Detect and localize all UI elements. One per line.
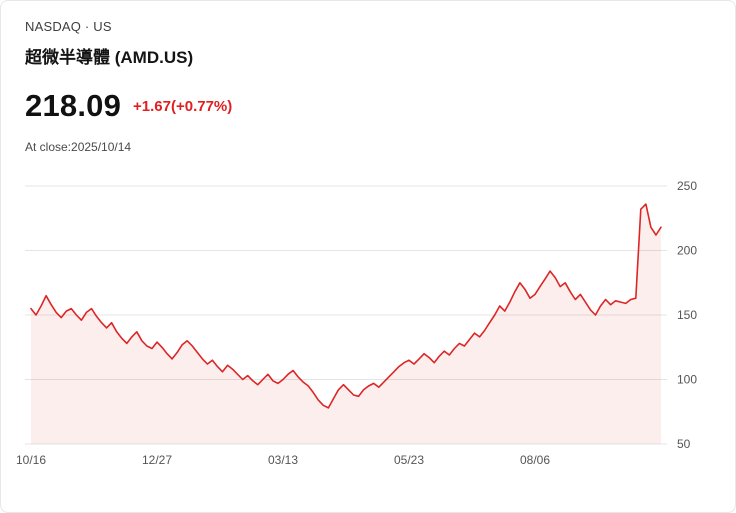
svg-text:100: 100 xyxy=(677,373,697,387)
svg-text:250: 250 xyxy=(677,179,697,193)
svg-text:08/06: 08/06 xyxy=(520,453,550,467)
quote-header: NASDAQ · US 超微半導體 (AMD.US) 218.09 +1.67(… xyxy=(1,1,735,154)
price-change: +1.67(+0.77%) xyxy=(133,97,233,115)
stock-title: 超微半導體 (AMD.US) xyxy=(25,48,194,67)
as-of-timestamp: At close:2025/10/14 xyxy=(25,140,132,154)
svg-text:150: 150 xyxy=(677,308,697,322)
svg-text:12/27: 12/27 xyxy=(142,453,172,467)
exchange-label: NASDAQ · US xyxy=(25,19,112,34)
current-price: 218.09 xyxy=(25,88,122,123)
svg-text:10/16: 10/16 xyxy=(16,453,46,467)
svg-text:200: 200 xyxy=(677,244,697,258)
price-row: 218.09 +1.67(+0.77%) xyxy=(25,88,711,124)
svg-text:05/23: 05/23 xyxy=(394,453,424,467)
price-chart-svg[interactable]: 50 100 150 200 250 10/16 12/27 03/13 05/23 08/06 xyxy=(16,172,713,472)
svg-text:50: 50 xyxy=(677,437,691,451)
chart-container: 50 100 150 200 250 10/16 12/27 03/13 05/23 08/06 xyxy=(1,158,735,472)
svg-text:03/13: 03/13 xyxy=(268,453,298,467)
